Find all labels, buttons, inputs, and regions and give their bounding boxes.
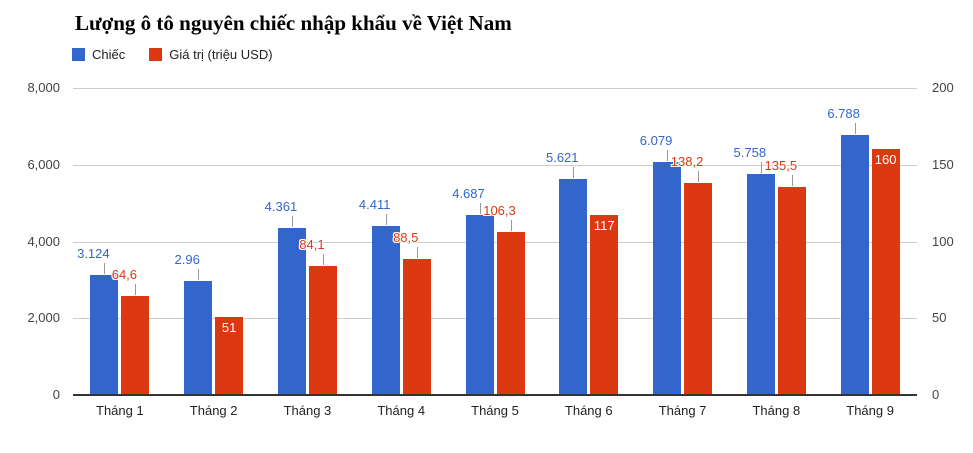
bar-label-units: 2.96 [174, 252, 200, 268]
bar-label-units: 4.361 [264, 198, 298, 214]
annotation-stem [416, 247, 418, 259]
y-axis-tick-left: 6,000 [27, 156, 60, 172]
x-axis-label: Tháng 4 [377, 403, 426, 418]
bar-units[interactable] [90, 275, 119, 395]
legend-label-units: Chiếc [92, 47, 126, 62]
x-axis-label: Tháng 8 [752, 403, 801, 418]
bar-units[interactable] [465, 215, 494, 395]
gridline [73, 318, 917, 319]
annotation-stem [104, 263, 106, 275]
legend-swatch-units [72, 48, 85, 61]
legend: Chiếc Giá trị (triệu USD) [72, 47, 273, 62]
bar-label-value: 117 [593, 218, 615, 234]
bar-label-value: 84,1 [299, 236, 325, 252]
bar-units[interactable] [559, 179, 588, 395]
y-axis-tick-right: 50 [932, 310, 947, 326]
bar-value[interactable] [871, 149, 900, 395]
annotation-stem [698, 170, 700, 182]
bar-label-units: 4.687 [452, 186, 485, 202]
bar-label-units: 6.788 [827, 105, 860, 121]
annotation-stem [760, 162, 762, 174]
x-axis-label: Tháng 9 [846, 403, 894, 418]
gridline [73, 242, 917, 243]
annotation-stem [791, 175, 793, 186]
chart-title: Lượng ô tô nguyên chiếc nhập khẩu về Việ… [75, 11, 512, 35]
bar-label-value: 135,5 [764, 158, 798, 173]
x-axis-label: Tháng 3 [283, 403, 332, 418]
bar-units[interactable] [840, 134, 869, 395]
annotation-stem [198, 269, 200, 281]
bar-label-value: 138,2 [670, 153, 704, 169]
bar-units[interactable] [371, 225, 400, 395]
bar-label-units: 4.411 [358, 196, 391, 212]
bar-value[interactable] [777, 187, 806, 395]
bar-label-units: 3.124 [77, 246, 110, 262]
y-axis-tick-right: 100 [932, 233, 954, 249]
x-axis-label: Tháng 7 [658, 403, 707, 418]
x-axis-label: Tháng 2 [189, 403, 238, 418]
bar-value[interactable] [121, 295, 150, 395]
bar-label-value: 106,3 [483, 202, 516, 218]
annotation-stem [667, 149, 669, 161]
y-axis-tick-left: 4,000 [27, 233, 60, 249]
bar-label-value: 88,5 [393, 230, 419, 246]
annotation-stem [479, 203, 481, 215]
y-axis-tick-left: 0 [52, 387, 60, 402]
bar-value[interactable] [590, 215, 619, 395]
bar-value[interactable] [215, 316, 244, 395]
annotation-stem [322, 253, 324, 265]
y-axis-tick-left: 2,000 [27, 310, 60, 326]
y-axis-tick-right: 200 [932, 80, 954, 95]
bar-label-value: 160 [874, 152, 897, 168]
bar-value[interactable] [402, 259, 431, 395]
y-axis-tick-left: 8,000 [27, 80, 60, 95]
bar-label-units: 6.079 [639, 132, 673, 148]
y-axis-tick-right: 150 [932, 156, 954, 172]
legend-item-units: Chiếc [72, 47, 125, 62]
legend-swatch-value [149, 48, 163, 61]
bar-value[interactable] [308, 265, 337, 395]
legend-item-value: Giá trị (triệu USD) [149, 47, 273, 62]
annotation-stem [291, 215, 293, 227]
bar-units[interactable] [746, 174, 775, 395]
bar-label-units: 5.758 [733, 145, 767, 161]
gridline [73, 88, 917, 89]
annotation-stem [135, 283, 137, 295]
legend-label-value: Giá trị (triệu USD) [169, 47, 273, 62]
x-axis-line [73, 394, 917, 396]
bar-label-units: 5.621 [545, 150, 579, 166]
bar-value[interactable] [496, 231, 525, 395]
gridline [73, 165, 917, 166]
annotation-stem [385, 213, 387, 225]
bar-label-value: 64,6 [111, 266, 138, 282]
x-axis-label: Tháng 6 [564, 403, 613, 418]
annotation-stem [854, 122, 856, 134]
bar-value[interactable] [684, 182, 713, 395]
bar-units[interactable] [277, 227, 306, 395]
bar-units[interactable] [184, 281, 213, 395]
annotation-stem [573, 167, 575, 179]
y-axis-tick-right: 0 [932, 387, 940, 402]
bar-label-value: 51 [221, 319, 237, 335]
x-axis-label: Tháng 1 [96, 403, 144, 418]
bar-units[interactable] [653, 161, 682, 395]
annotation-stem [510, 219, 512, 231]
x-axis-label: Tháng 5 [471, 403, 519, 418]
